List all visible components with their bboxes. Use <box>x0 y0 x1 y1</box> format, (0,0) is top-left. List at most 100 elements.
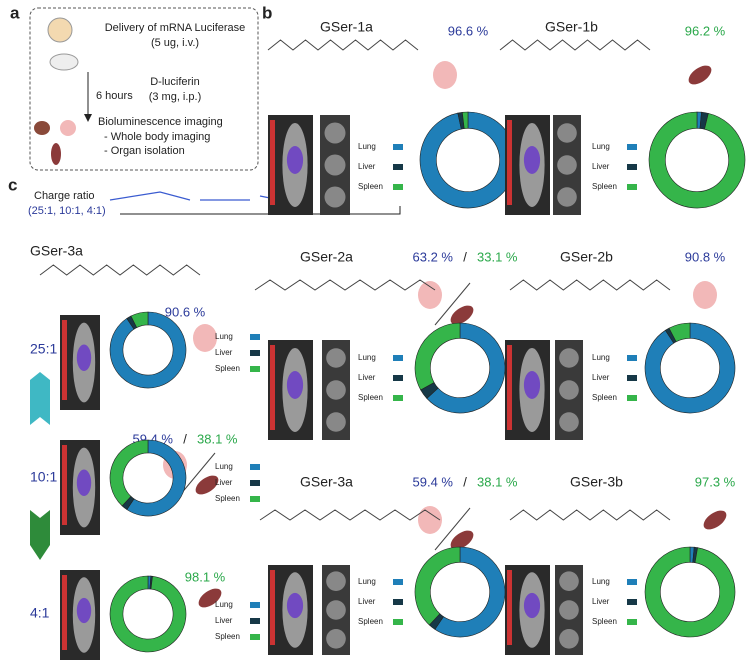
legend-swatch <box>393 144 403 150</box>
organ <box>324 154 346 176</box>
donut-segment <box>109 311 187 389</box>
legend-label: Spleen <box>215 494 240 503</box>
percent-label: 97.3 % <box>695 474 736 489</box>
donut-title: GSer-1a <box>320 19 373 35</box>
organ <box>559 600 579 620</box>
donut-segment <box>644 546 736 638</box>
percent-label: 59.4 % <box>413 474 454 489</box>
legend-swatch <box>627 144 637 150</box>
donut-segment <box>126 439 187 517</box>
step: - Organ isolation <box>104 145 185 157</box>
step: - Whole body imaging <box>104 131 210 143</box>
donut-segment <box>434 546 506 638</box>
divider <box>434 282 471 326</box>
signal <box>523 146 541 174</box>
color-scale <box>270 570 275 645</box>
color-scale <box>507 345 512 430</box>
donut-title: GSer-3b <box>570 474 623 490</box>
legend-swatch <box>393 395 403 401</box>
organ <box>559 380 579 400</box>
legend-label: Liver <box>592 597 610 606</box>
signal <box>286 371 304 399</box>
liver-icon <box>34 121 50 135</box>
organ <box>559 571 579 591</box>
organ <box>559 348 579 368</box>
legend-label: Spleen <box>358 393 383 402</box>
legend-swatch <box>627 619 637 625</box>
percent-label: 33.1 % <box>477 249 518 264</box>
donut-segment <box>644 322 736 414</box>
legend-label: Liver <box>215 616 233 625</box>
legend-swatch <box>250 366 260 372</box>
lung-icon <box>433 61 457 89</box>
chem-structure <box>509 279 671 291</box>
legend-label: Lung <box>215 462 233 471</box>
legend-label: Liver <box>358 373 376 382</box>
signal <box>523 371 541 399</box>
separator: / <box>463 249 467 264</box>
donut-segment <box>130 311 149 328</box>
bracket <box>120 206 401 215</box>
organ <box>326 380 346 400</box>
donut-segment <box>414 322 461 391</box>
lung-icon <box>693 281 717 309</box>
spleen-icon <box>450 530 474 550</box>
chem-sketch <box>109 191 281 201</box>
legend-label: Lung <box>358 353 376 362</box>
legend-swatch <box>627 375 637 381</box>
donut-segment <box>668 322 691 343</box>
legend-swatch <box>250 480 260 486</box>
legend-label: Lung <box>592 353 610 362</box>
legend-swatch <box>393 164 403 170</box>
legend-label: Spleen <box>592 617 617 626</box>
legend-label: Lung <box>592 577 610 586</box>
legend-swatch <box>627 164 637 170</box>
chem-structure <box>259 509 441 521</box>
legend-swatch <box>250 334 260 340</box>
organ <box>324 186 346 208</box>
legend-label: Lung <box>358 142 376 151</box>
spleen-icon <box>198 588 222 608</box>
chem-structure <box>267 39 419 51</box>
color-scale <box>270 345 275 430</box>
legend-label: Liver <box>592 162 610 171</box>
step: D-luciferin <box>150 76 200 88</box>
organ <box>326 571 346 591</box>
legend-label: Spleen <box>358 617 383 626</box>
lung-icon <box>418 506 442 534</box>
ratio-label: 4:1 <box>30 605 50 621</box>
legend-label: Lung <box>358 577 376 586</box>
donut-segment <box>109 575 187 653</box>
divider <box>434 507 471 551</box>
percent-label: 38.1 % <box>477 474 518 489</box>
color-scale <box>507 570 512 645</box>
legend-swatch <box>627 184 637 190</box>
panel-label: b <box>262 3 272 22</box>
chem-structure <box>39 264 201 276</box>
legend-swatch <box>393 375 403 381</box>
signal <box>286 146 304 174</box>
legend-swatch <box>627 579 637 585</box>
organ <box>326 629 346 649</box>
organ <box>326 348 346 368</box>
chem-structure <box>509 509 671 521</box>
donut-title: GSer-3a <box>300 474 353 490</box>
panel-a-box <box>29 7 259 171</box>
charge-ratios: (25:1, 10:1, 4:1) <box>28 205 106 217</box>
percent-label: 96.2 % <box>685 23 726 38</box>
legend-swatch <box>627 355 637 361</box>
mouse-icon <box>49 53 79 71</box>
step: (5 ug, i.v.) <box>151 37 199 49</box>
legend-swatch <box>393 599 403 605</box>
donut-segment <box>426 322 506 414</box>
legend-label: Spleen <box>592 393 617 402</box>
step: 6 hours <box>96 90 133 102</box>
legend-label: Spleen <box>215 364 240 373</box>
ratio-label: 10:1 <box>30 469 57 485</box>
spleen-icon <box>688 65 712 85</box>
chem-structure <box>499 39 651 51</box>
legend-label: Lung <box>215 332 233 341</box>
legend-swatch <box>627 395 637 401</box>
lung-icon <box>418 281 442 309</box>
legend-label: Liver <box>215 348 233 357</box>
